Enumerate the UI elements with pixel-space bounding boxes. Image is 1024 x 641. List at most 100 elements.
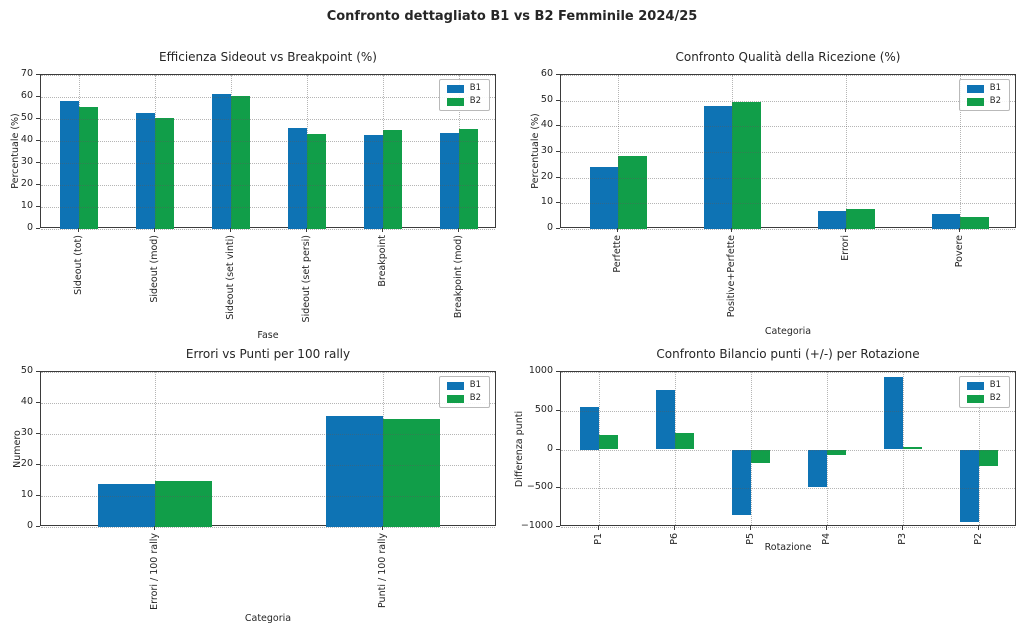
legend-label: B2 [469, 393, 481, 403]
gridline-horizontal [41, 163, 495, 164]
y-tick-label: 1000 [528, 365, 553, 376]
chart-title: Confronto Qualità della Ricezione (%) [675, 50, 901, 64]
gridline-vertical [960, 75, 961, 227]
legend-swatch-b2 [446, 97, 464, 106]
x-tick-label: Sideout (mod) [148, 235, 160, 303]
x-tick-label: Breakpoint [376, 235, 388, 287]
legend-entry-b2: B2 [966, 97, 1001, 106]
gridline-vertical [307, 75, 308, 227]
x-tick-label: Positive+Perfette [725, 235, 737, 318]
x-tick-mark [154, 228, 155, 232]
gridline-vertical [903, 372, 904, 525]
y-tick-label: 40 [20, 396, 33, 407]
x-tick-mark [750, 526, 751, 530]
gridline-horizontal [561, 372, 1015, 373]
bar-b2-3 [751, 449, 770, 464]
legend-entry-b2: B2 [446, 393, 481, 403]
x-tick-label: Breakpoint (mod) [452, 235, 464, 319]
x-tick-mark [978, 526, 979, 530]
x-tick-mark [382, 228, 383, 232]
y-tick-mark [36, 433, 40, 434]
bar-b1-4 [288, 127, 307, 229]
y-tick-label: 10 [540, 196, 553, 208]
bar-b2-3 [846, 208, 875, 229]
legend-swatch-b1 [446, 381, 464, 390]
x-tick-mark [674, 526, 675, 530]
y-tick-label: 20 [20, 178, 33, 189]
bar-b2-5 [383, 130, 402, 229]
legend: B1 B2 [958, 79, 1010, 111]
bar-b1-5 [364, 134, 383, 229]
legend-swatch-b1 [446, 84, 464, 93]
y-tick-mark [36, 162, 40, 163]
bar-b1-4 [808, 449, 827, 488]
legend-entry-b1: B1 [966, 380, 1001, 390]
legend-label: B1 [989, 380, 1001, 390]
y-tick-mark [556, 74, 560, 75]
chart-title: Errori vs Punti per 100 rally [185, 347, 351, 361]
y-tick-mark [556, 228, 560, 229]
x-tick-mark [382, 526, 383, 530]
bar-b2-2 [675, 433, 694, 450]
gridline-vertical [599, 372, 600, 525]
legend-label: B2 [469, 96, 481, 106]
bar-b1-6 [440, 133, 459, 229]
legend: B1 B2 [438, 79, 490, 111]
gridline-vertical [675, 372, 676, 525]
gridline-horizontal [561, 203, 1015, 205]
y-tick-mark [36, 184, 40, 185]
legend-swatch-b1 [966, 381, 984, 390]
gridline-horizontal [41, 403, 495, 404]
bar-b2-4 [960, 216, 989, 229]
bar-b2-2 [383, 418, 440, 527]
y-tick-mark [36, 206, 40, 207]
gridline-vertical [155, 75, 156, 227]
chart-title: Confronto Bilancio punti (+/-) per Rotaz… [656, 347, 920, 361]
bar-b2-1 [599, 434, 618, 450]
y-axis-label: Numero [12, 429, 23, 468]
legend-entry-b1: B1 [446, 84, 481, 93]
gridline-vertical [827, 372, 828, 525]
x-tick-label: Errori [839, 235, 851, 261]
x-tick-mark [458, 228, 459, 232]
x-tick-label: Sideout (set vinti) [224, 235, 236, 320]
x-axis-label: Rotazione [764, 542, 812, 553]
legend-entry-b2: B2 [966, 394, 1001, 403]
x-tick-label: Sideout (set persi) [300, 235, 312, 323]
y-axis-label: Percentuale (%) [10, 113, 21, 189]
y-tick-label: 0 [26, 520, 33, 531]
bar-b1-2 [656, 389, 675, 450]
bar-b2-2 [155, 117, 174, 229]
gridline-horizontal [41, 141, 495, 142]
legend: B1 B2 [438, 376, 490, 408]
legend-swatch-b2 [966, 394, 984, 403]
x-tick-mark [826, 526, 827, 530]
gridline-vertical [618, 75, 619, 227]
x-tick-mark [306, 228, 307, 232]
y-tick-mark [36, 402, 40, 403]
gridline-horizontal [561, 229, 1015, 230]
gridline-vertical [979, 372, 980, 525]
gridline-horizontal [561, 410, 1015, 412]
bar-b1-1 [98, 483, 155, 527]
y-tick-mark [556, 371, 560, 372]
bar-b1-1 [589, 166, 618, 229]
bar-b2-1 [79, 106, 98, 229]
y-tick-label: 50 [540, 93, 553, 105]
y-tick-mark [556, 125, 560, 127]
y-tick-label: 0 [546, 222, 553, 233]
gridline-horizontal [561, 100, 1015, 102]
y-tick-label: 10 [20, 489, 33, 500]
gridline-vertical [459, 75, 460, 227]
bar-b2-3 [231, 96, 250, 229]
x-tick-label: Punti / 100 rally [376, 533, 388, 608]
bar-b2-1 [155, 481, 212, 527]
gridline-horizontal [561, 527, 1015, 528]
y-tick-label: 40 [540, 119, 553, 131]
bar-b2-2 [732, 101, 761, 229]
gridline-horizontal [561, 152, 1015, 153]
bar-b1-3 [732, 449, 751, 516]
y-tick-label: 60 [20, 90, 33, 101]
bar-b1-3 [212, 94, 231, 229]
legend-swatch-b2 [446, 394, 464, 403]
